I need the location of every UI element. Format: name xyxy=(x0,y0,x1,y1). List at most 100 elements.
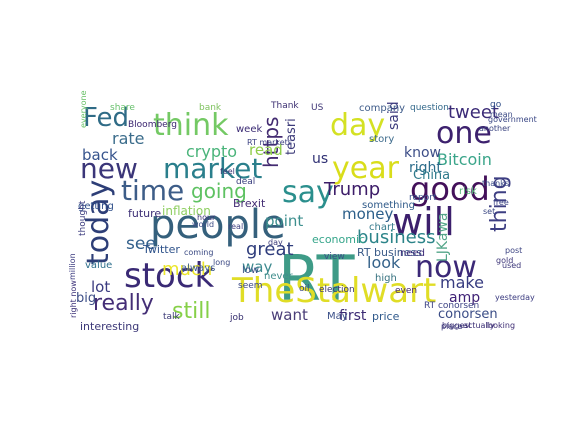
word-107: feel xyxy=(220,167,235,176)
word-19: Trump xyxy=(323,179,380,200)
word-111: free xyxy=(493,198,509,207)
word-9: day xyxy=(330,108,385,143)
word-43: big xyxy=(76,291,96,306)
word-0: RT xyxy=(278,242,356,315)
word-63: Brexit xyxy=(233,197,266,210)
word-37: lot xyxy=(91,278,110,296)
word-79: view xyxy=(324,252,345,262)
word-69: talk xyxy=(163,312,181,322)
word-56: price xyxy=(372,310,400,323)
word-38: want xyxy=(271,306,308,324)
word-68: job xyxy=(229,313,244,323)
word-102: world xyxy=(192,220,214,229)
word-87: share xyxy=(110,103,135,113)
word-61: getting xyxy=(78,201,114,212)
word-45: first xyxy=(339,308,367,324)
word-13: today xyxy=(81,180,116,265)
word-17: really xyxy=(93,291,154,316)
word-34: crypto xyxy=(186,142,237,161)
word-99: coming xyxy=(184,248,213,257)
word-98: right now xyxy=(69,280,78,318)
word-41: said xyxy=(386,101,402,130)
word-93: mean xyxy=(490,110,513,119)
word-85: election xyxy=(319,285,355,295)
word-90: biggest xyxy=(442,321,472,330)
word-52: RT business xyxy=(357,246,422,259)
word-77: even xyxy=(395,286,417,296)
word-2: TheStalwart xyxy=(231,271,436,311)
word-54: chart xyxy=(369,222,395,233)
word-24: Bitcoin xyxy=(437,150,492,169)
word-27: great xyxy=(246,239,294,260)
word-104: long xyxy=(213,258,230,267)
word-20: https xyxy=(259,117,283,168)
word-35: back xyxy=(82,146,118,164)
word-88: bank xyxy=(199,103,222,113)
word-1: people xyxy=(150,202,286,248)
word-6: think xyxy=(153,108,229,143)
word-83: deal xyxy=(236,177,255,187)
word-28: see xyxy=(126,234,156,254)
word-75: thought xyxy=(78,200,88,236)
word-81: Thank xyxy=(270,101,299,111)
word-65: always xyxy=(181,263,215,274)
word-100: post xyxy=(505,246,522,255)
word-72: Bloomberg xyxy=(128,120,177,130)
word-60: future xyxy=(128,207,161,220)
word-112: set xyxy=(483,207,495,216)
word-10: one xyxy=(436,116,492,151)
word-30: look xyxy=(367,253,401,272)
word-82: go xyxy=(490,100,502,110)
word-113: US xyxy=(311,103,324,113)
word-47: China xyxy=(413,168,450,183)
word-70: value xyxy=(85,260,112,271)
word-46: us xyxy=(312,151,328,167)
word-49: LJKawa xyxy=(435,213,451,262)
word-103: place xyxy=(441,322,463,331)
word-73: company xyxy=(359,103,405,114)
word-108: thanks xyxy=(482,179,509,188)
word-3: stock xyxy=(124,256,215,296)
word-25: much xyxy=(162,259,212,280)
word-96: everyone xyxy=(79,90,88,128)
word-76: seem xyxy=(238,281,263,291)
word-84: report xyxy=(409,193,437,203)
word-32: money xyxy=(342,205,394,223)
word-40: know xyxy=(404,145,441,161)
word-115: oil xyxy=(299,284,310,294)
word-91: looking xyxy=(486,321,515,330)
word-62: interesting xyxy=(80,320,139,333)
word-18: going xyxy=(191,179,247,203)
word-11: year xyxy=(332,151,400,186)
word-55: risk xyxy=(459,186,477,197)
word-97: million xyxy=(68,253,77,280)
word-42: right xyxy=(409,160,442,176)
word-106: RT markets xyxy=(247,138,292,147)
word-5: market xyxy=(163,152,262,185)
word-21: thing xyxy=(487,175,512,232)
word-89: RT conorsen xyxy=(424,301,479,311)
word-110: used xyxy=(502,261,521,270)
word-12: say xyxy=(282,175,334,210)
word-39: way xyxy=(242,258,272,276)
word-78: high xyxy=(375,273,397,284)
word-7: good xyxy=(410,170,490,208)
word-51: teasri xyxy=(284,118,299,155)
word-16: Fed xyxy=(83,103,129,133)
word-36: read xyxy=(249,141,283,159)
word-48: conorsen xyxy=(438,307,498,322)
word-67: low xyxy=(242,265,259,276)
word-50: economic xyxy=(312,233,365,246)
word-66: never xyxy=(264,271,294,282)
word-74: question xyxy=(410,103,449,113)
word-44: amp xyxy=(449,290,480,306)
word-95: yesterday xyxy=(495,293,535,302)
word-94: another xyxy=(479,124,511,133)
word-22: tweet xyxy=(448,102,499,123)
word-105: gold xyxy=(496,256,513,265)
word-15: time xyxy=(121,174,184,207)
word-33: rate xyxy=(112,129,145,148)
word-59: inflation xyxy=(162,204,211,218)
word-114: day xyxy=(268,238,283,247)
